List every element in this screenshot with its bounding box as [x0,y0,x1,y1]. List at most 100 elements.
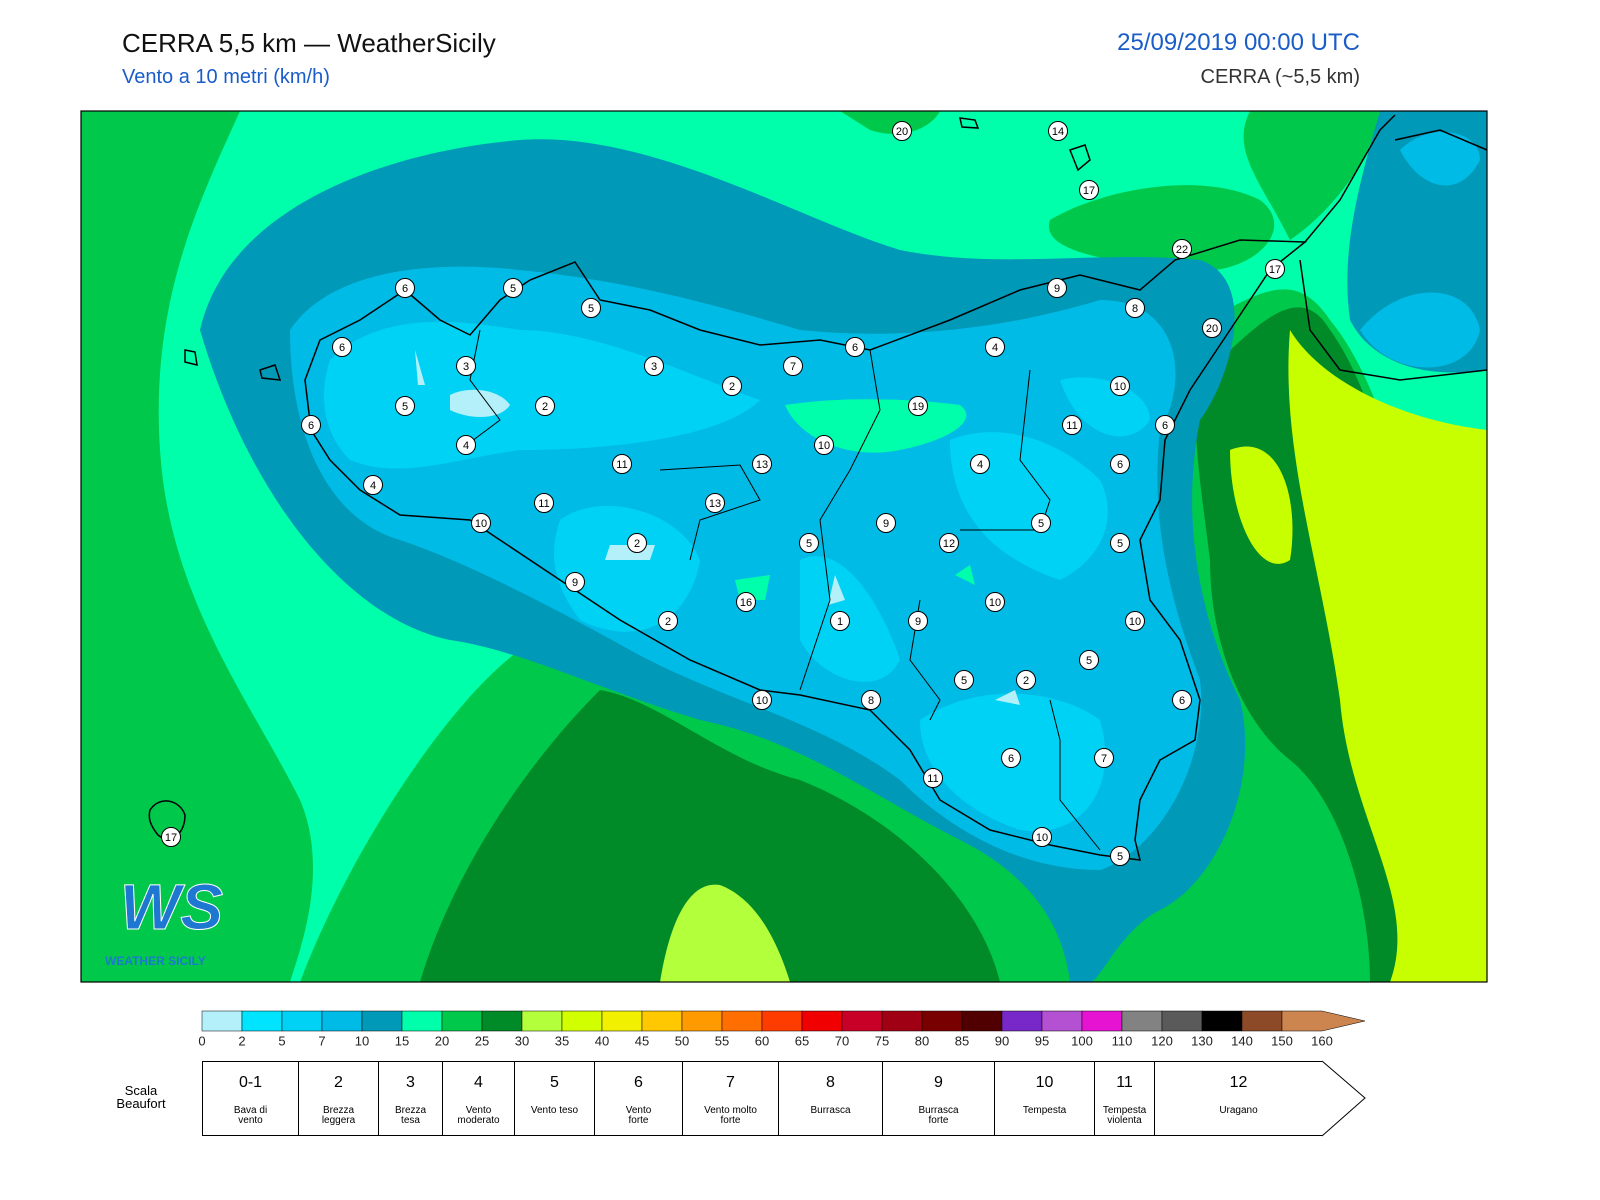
colorbar-tick-label: 100 [1071,1033,1093,1048]
colorbar-tick-label: 65 [795,1033,809,1048]
station-value: 5 [588,303,594,315]
station-value: 3 [651,361,657,373]
colorbar-tick-label: 20 [435,1033,449,1048]
station-marker [1079,650,1099,670]
station-marker [1125,611,1145,631]
colorbar-tick-label: 50 [675,1033,689,1048]
colorbar-tick-label: 80 [915,1033,929,1048]
station-marker [301,415,321,435]
station-value: 17 [1269,264,1281,276]
station-value: 2 [729,381,735,393]
station-value: 5 [1038,518,1044,530]
station-value: 2 [634,538,640,550]
station-marker [892,121,912,141]
station-marker [1172,239,1192,259]
station-marker [332,337,352,357]
colorbar-segment [201,1010,243,1032]
beaufort-label: Burrasca forte [918,1105,959,1126]
station-value: 20 [1206,323,1218,335]
colorbar-segment [681,1010,723,1032]
station-value: 6 [1162,420,1168,432]
station-marker [456,435,476,455]
colorbar-tick-label: 95 [1035,1033,1049,1048]
beaufort-force: 8 [826,1074,835,1091]
station-value: 8 [868,695,874,707]
colorbar-segment [281,1010,323,1032]
station-marker [970,454,990,474]
station-marker [783,356,803,376]
beaufort-level: 6 Vento forte [594,1061,682,1136]
station-marker [954,670,974,690]
colorbar-tick-label: 70 [835,1033,849,1048]
station-value: 14 [1052,126,1064,138]
station-value: 9 [915,616,921,628]
station-value: 13 [756,459,768,471]
colorbar-tick-label: 10 [355,1033,369,1048]
station-value: 22 [1176,244,1188,256]
station-marker [658,611,678,631]
beaufort-label: Vento moderato [457,1105,500,1126]
beaufort-level: 0-1 Bava di vento [202,1061,298,1136]
station-value: 6 [339,342,345,354]
station-value: 9 [883,518,889,530]
station-value: 13 [709,498,721,510]
station-value: 7 [1101,753,1107,765]
colorbar-tick-label: 40 [595,1033,609,1048]
station-marker [1110,533,1130,553]
station-value: 9 [572,577,578,589]
date: 25/09/2019 00:00 UTC [1117,29,1360,56]
beaufort-force: 2 [334,1074,343,1091]
colorbar-tick-label: 90 [995,1033,1009,1048]
station-marker [395,396,415,416]
beaufort-label: Vento forte [625,1105,652,1126]
station-value: 5 [402,401,408,413]
colorbar-tick-label: 25 [475,1033,489,1048]
beaufort-level: 4 Vento moderato [442,1061,514,1136]
colorbar-tick-label: 85 [955,1033,969,1048]
station-value: 10 [475,518,487,530]
station-value: 10 [989,597,1001,609]
beaufort-force: 0-1 [238,1074,263,1091]
station-marker [1110,376,1130,396]
station-marker [1172,690,1192,710]
beaufort-level: 2 Brezza leggera [298,1061,378,1136]
station-marker [503,278,523,298]
station-value: 6 [852,342,858,354]
station-value: 11 [927,773,938,785]
colorbar-segment [441,1010,483,1032]
colorbar-tick-label: 60 [755,1033,769,1048]
station-value: 2 [665,616,671,628]
colorbar-segment [921,1010,963,1032]
station-value: 11 [1066,420,1077,432]
beaufort-force: 4 [474,1074,483,1091]
beaufort-level: 3 Brezza tesa [378,1061,442,1136]
colorbar-segment [961,1010,1003,1032]
colorbar-segment [1201,1010,1243,1032]
station-marker [814,435,834,455]
station-marker [876,513,896,533]
colorbar-tick-label: 150 [1271,1033,1293,1048]
colorbar-segment [521,1010,563,1032]
colorbar-segment [481,1010,523,1032]
logo-text: WEATHER SICILY [105,954,206,968]
beaufort-force: 11 [1116,1074,1133,1091]
beaufort-force: 7 [726,1074,735,1091]
colorbar-segment [241,1010,283,1032]
station-value: 10 [1129,616,1141,628]
station-marker [1110,454,1130,474]
station-marker [985,337,1005,357]
colorbar-tick-label: 35 [555,1033,569,1048]
colorbar-tick-label: 140 [1231,1033,1253,1048]
station-value: 10 [756,695,768,707]
colorbar-segment [601,1010,643,1032]
station-marker [471,513,491,533]
colorbar-segment [881,1010,923,1032]
colorbar-segment [401,1010,443,1032]
station-value: 17 [1083,185,1095,197]
colorbar-tick-label: 45 [635,1033,649,1048]
station-marker [799,533,819,553]
station-value: 10 [818,440,830,452]
station-marker [939,533,959,553]
colorbar-tick-label: 110 [1112,1033,1133,1048]
